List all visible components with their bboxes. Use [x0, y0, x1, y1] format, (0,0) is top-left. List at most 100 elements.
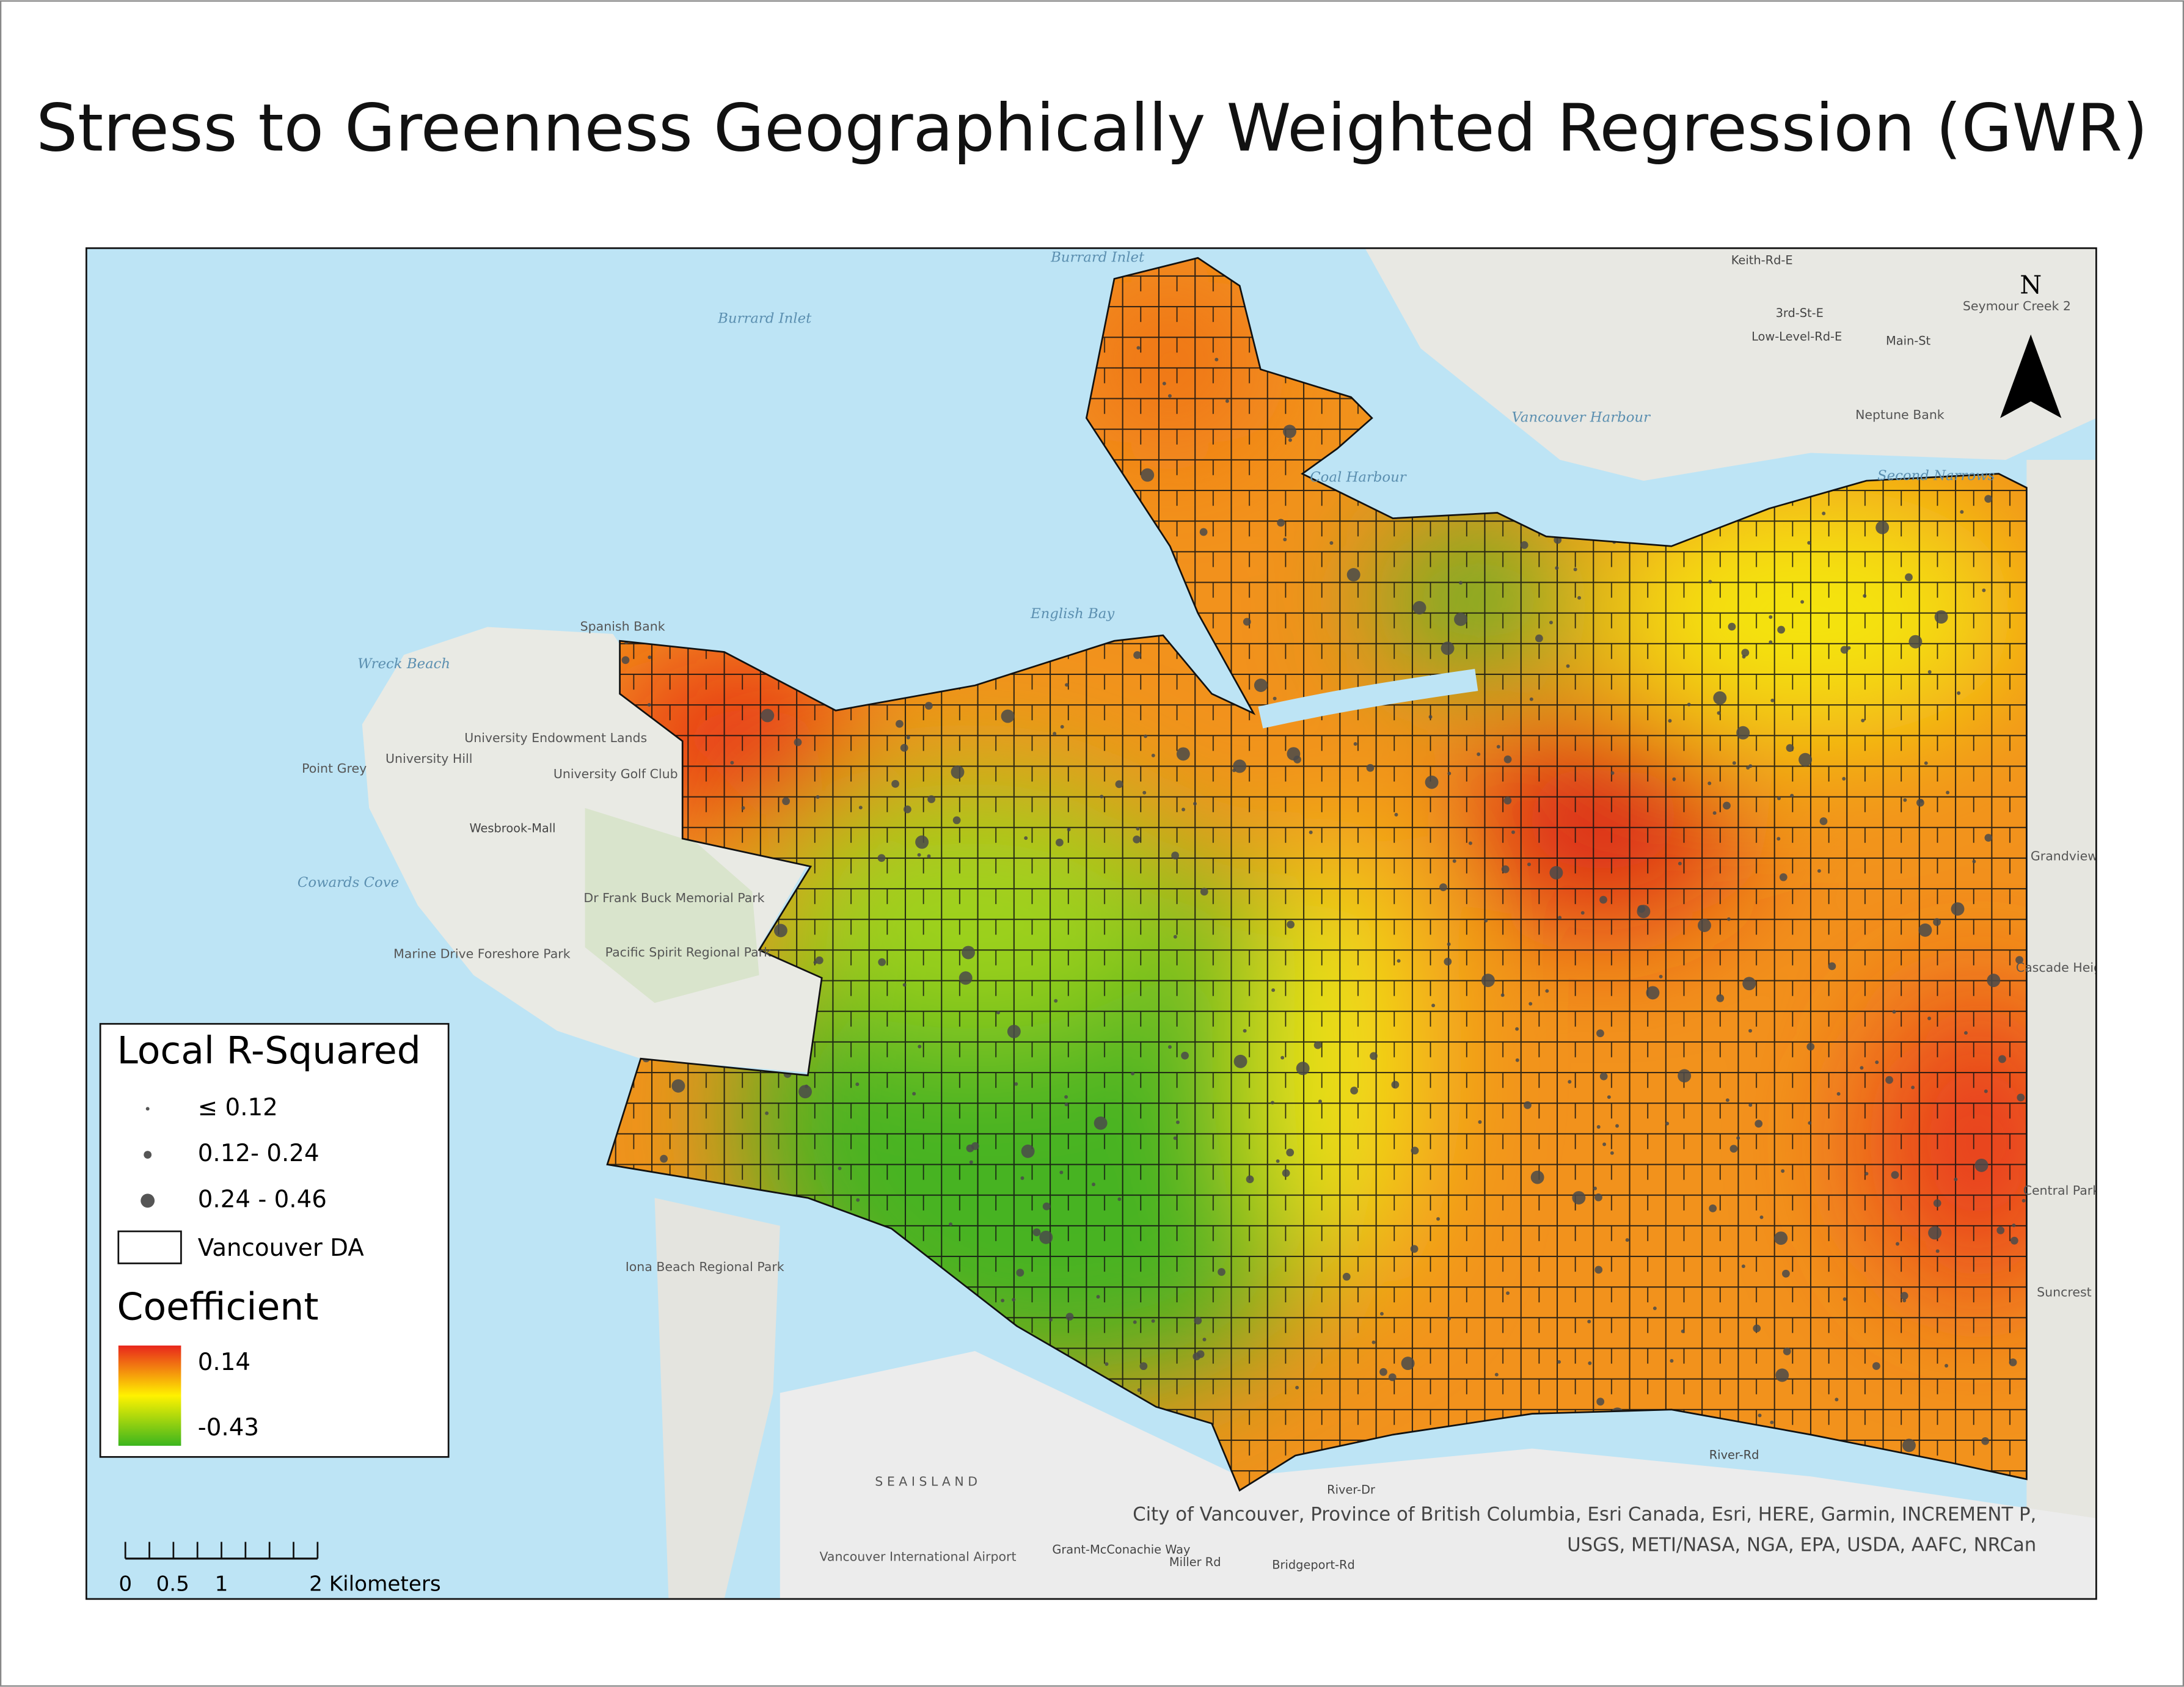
- r-squared-point: [1271, 988, 1276, 993]
- r-squared-point: [1588, 1361, 1592, 1365]
- r-squared-point: [1817, 869, 1821, 873]
- r-squared-point: [1998, 1055, 2006, 1063]
- r-squared-point: [1885, 1076, 1893, 1084]
- place-label: English Bay: [1030, 606, 1115, 622]
- r-squared-point: [1503, 755, 1512, 763]
- place-labels: Burrard Inlet Burrard Inlet English Bay Coa…: [298, 249, 2121, 1572]
- r-squared-point: [904, 805, 911, 814]
- r-squared-point: [1181, 807, 1186, 812]
- place-label: Seymour Creek 2: [1963, 299, 2071, 313]
- legend-point-label: ≤ 0.12: [198, 1094, 278, 1121]
- r-squared-point: [1388, 1373, 1397, 1382]
- r-squared-point: [765, 1111, 769, 1115]
- r-squared-point: [1350, 1087, 1358, 1095]
- legend-coefficient-low: -0.43: [198, 1414, 259, 1441]
- r-squared-point: [1243, 618, 1251, 626]
- r-squared-point: [1972, 859, 1976, 864]
- r-squared-point: [1441, 641, 1455, 655]
- r-squared-point: [1454, 612, 1467, 626]
- r-squared-point: [1790, 793, 1794, 798]
- r-squared-point: [1902, 1438, 1916, 1452]
- r-squared-point: [1501, 865, 1510, 873]
- place-label: University Hill: [385, 751, 472, 766]
- place-label: Burrard Inlet: [717, 311, 812, 327]
- r-squared-point: [660, 1154, 668, 1163]
- place-label: Vancouver International Airport: [819, 1549, 1016, 1564]
- place-label: Pacific Spirit Regional Park: [605, 945, 771, 960]
- scale-label: 1: [215, 1572, 228, 1597]
- r-squared-point: [971, 1142, 979, 1150]
- r-squared-point: [1698, 919, 1711, 933]
- scale-label: 0.5: [156, 1572, 189, 1597]
- north-arrow: N: [2000, 271, 2062, 418]
- r-squared-point: [1863, 594, 1867, 598]
- r-squared-point: [813, 960, 817, 964]
- r-squared-point: [1637, 905, 1651, 919]
- scale-bar-ticks: [124, 1542, 319, 1559]
- r-squared-point: [917, 853, 921, 857]
- r-squared-point: [1309, 830, 1313, 834]
- r-squared-point: [1115, 780, 1123, 789]
- r-squared-point: [1494, 1372, 1499, 1377]
- r-squared-point: [1233, 759, 1247, 773]
- sea-island-land: [780, 1351, 2097, 1599]
- r-squared-point: [1770, 1420, 1774, 1424]
- r-squared-point: [1520, 541, 1528, 549]
- burnaby-land: [2026, 459, 2097, 1599]
- r-squared-point: [2010, 1236, 2018, 1245]
- r-squared-point: [1001, 709, 1015, 723]
- r-squared-point: [648, 655, 652, 660]
- r-squared-point: [1014, 1082, 1018, 1086]
- r-squared-point: [1202, 1338, 1207, 1342]
- r-squared-point: [1318, 1099, 1322, 1104]
- r-squared-point: [1769, 640, 1773, 644]
- r-squared-point: [1610, 1151, 1614, 1155]
- r-squared-point: [1535, 634, 1543, 643]
- r-squared-point: [782, 797, 790, 806]
- r-squared-point: [1799, 752, 1813, 767]
- r-squared-point: [1065, 1313, 1074, 1321]
- r-squared-point: [1781, 1169, 1785, 1173]
- r-squared-point: [878, 958, 886, 966]
- r-squared-point: [1549, 621, 1553, 625]
- north-shore-land: [1295, 248, 2097, 481]
- r-squared-point: [1828, 962, 1836, 971]
- false-creek: [1258, 669, 1478, 729]
- r-squared-point: [1875, 1060, 1879, 1065]
- r-squared-point: [896, 720, 904, 728]
- place-label: Cascade Heights: [2016, 960, 2121, 975]
- r-squared-point: [1902, 1299, 1907, 1303]
- r-squared-point: [647, 702, 651, 707]
- r-squared-point: [1233, 1054, 1247, 1068]
- place-label: S E A I S L A N D: [875, 1474, 977, 1488]
- legend-point-label: 0.12- 0.24: [198, 1140, 320, 1167]
- r-squared-point: [1444, 957, 1452, 966]
- r-squared-point: [1599, 1072, 1608, 1080]
- r-squared-point: [856, 1198, 860, 1202]
- place-label: River-Dr: [1327, 1483, 1375, 1497]
- place-label: Marine Drive Foreshore Park: [393, 946, 571, 961]
- pacific-spirit-park: [585, 807, 759, 1004]
- r-squared-point: [1573, 567, 1577, 572]
- r-squared-point: [1748, 1029, 1752, 1033]
- r-squared-point: [1864, 1171, 1869, 1176]
- r-squared-point: [1836, 1091, 1841, 1096]
- place-label: Grandview: [2031, 849, 2098, 864]
- r-squared-point: [877, 854, 886, 862]
- r-squared-point: [1133, 651, 1141, 659]
- r-squared-point: [1957, 691, 1961, 695]
- r-squared-point: [1092, 1182, 1095, 1187]
- r-squared-point: [1065, 683, 1068, 687]
- r-squared-point: [1459, 581, 1463, 585]
- r-squared-point: [1945, 1364, 1949, 1368]
- r-squared-point: [1431, 1004, 1436, 1008]
- r-squared-point: [1728, 622, 1736, 631]
- r-squared-point: [798, 1085, 812, 1099]
- r-squared-point: [1007, 1024, 1021, 1038]
- r-squared-point: [1329, 541, 1334, 545]
- scale-label: 2 Kilometers: [309, 1572, 441, 1597]
- r-squared-point: [1342, 1272, 1351, 1281]
- r-squared-point: [1016, 1269, 1024, 1277]
- r-squared-point: [1777, 837, 1781, 841]
- r-squared-point: [1447, 771, 1452, 776]
